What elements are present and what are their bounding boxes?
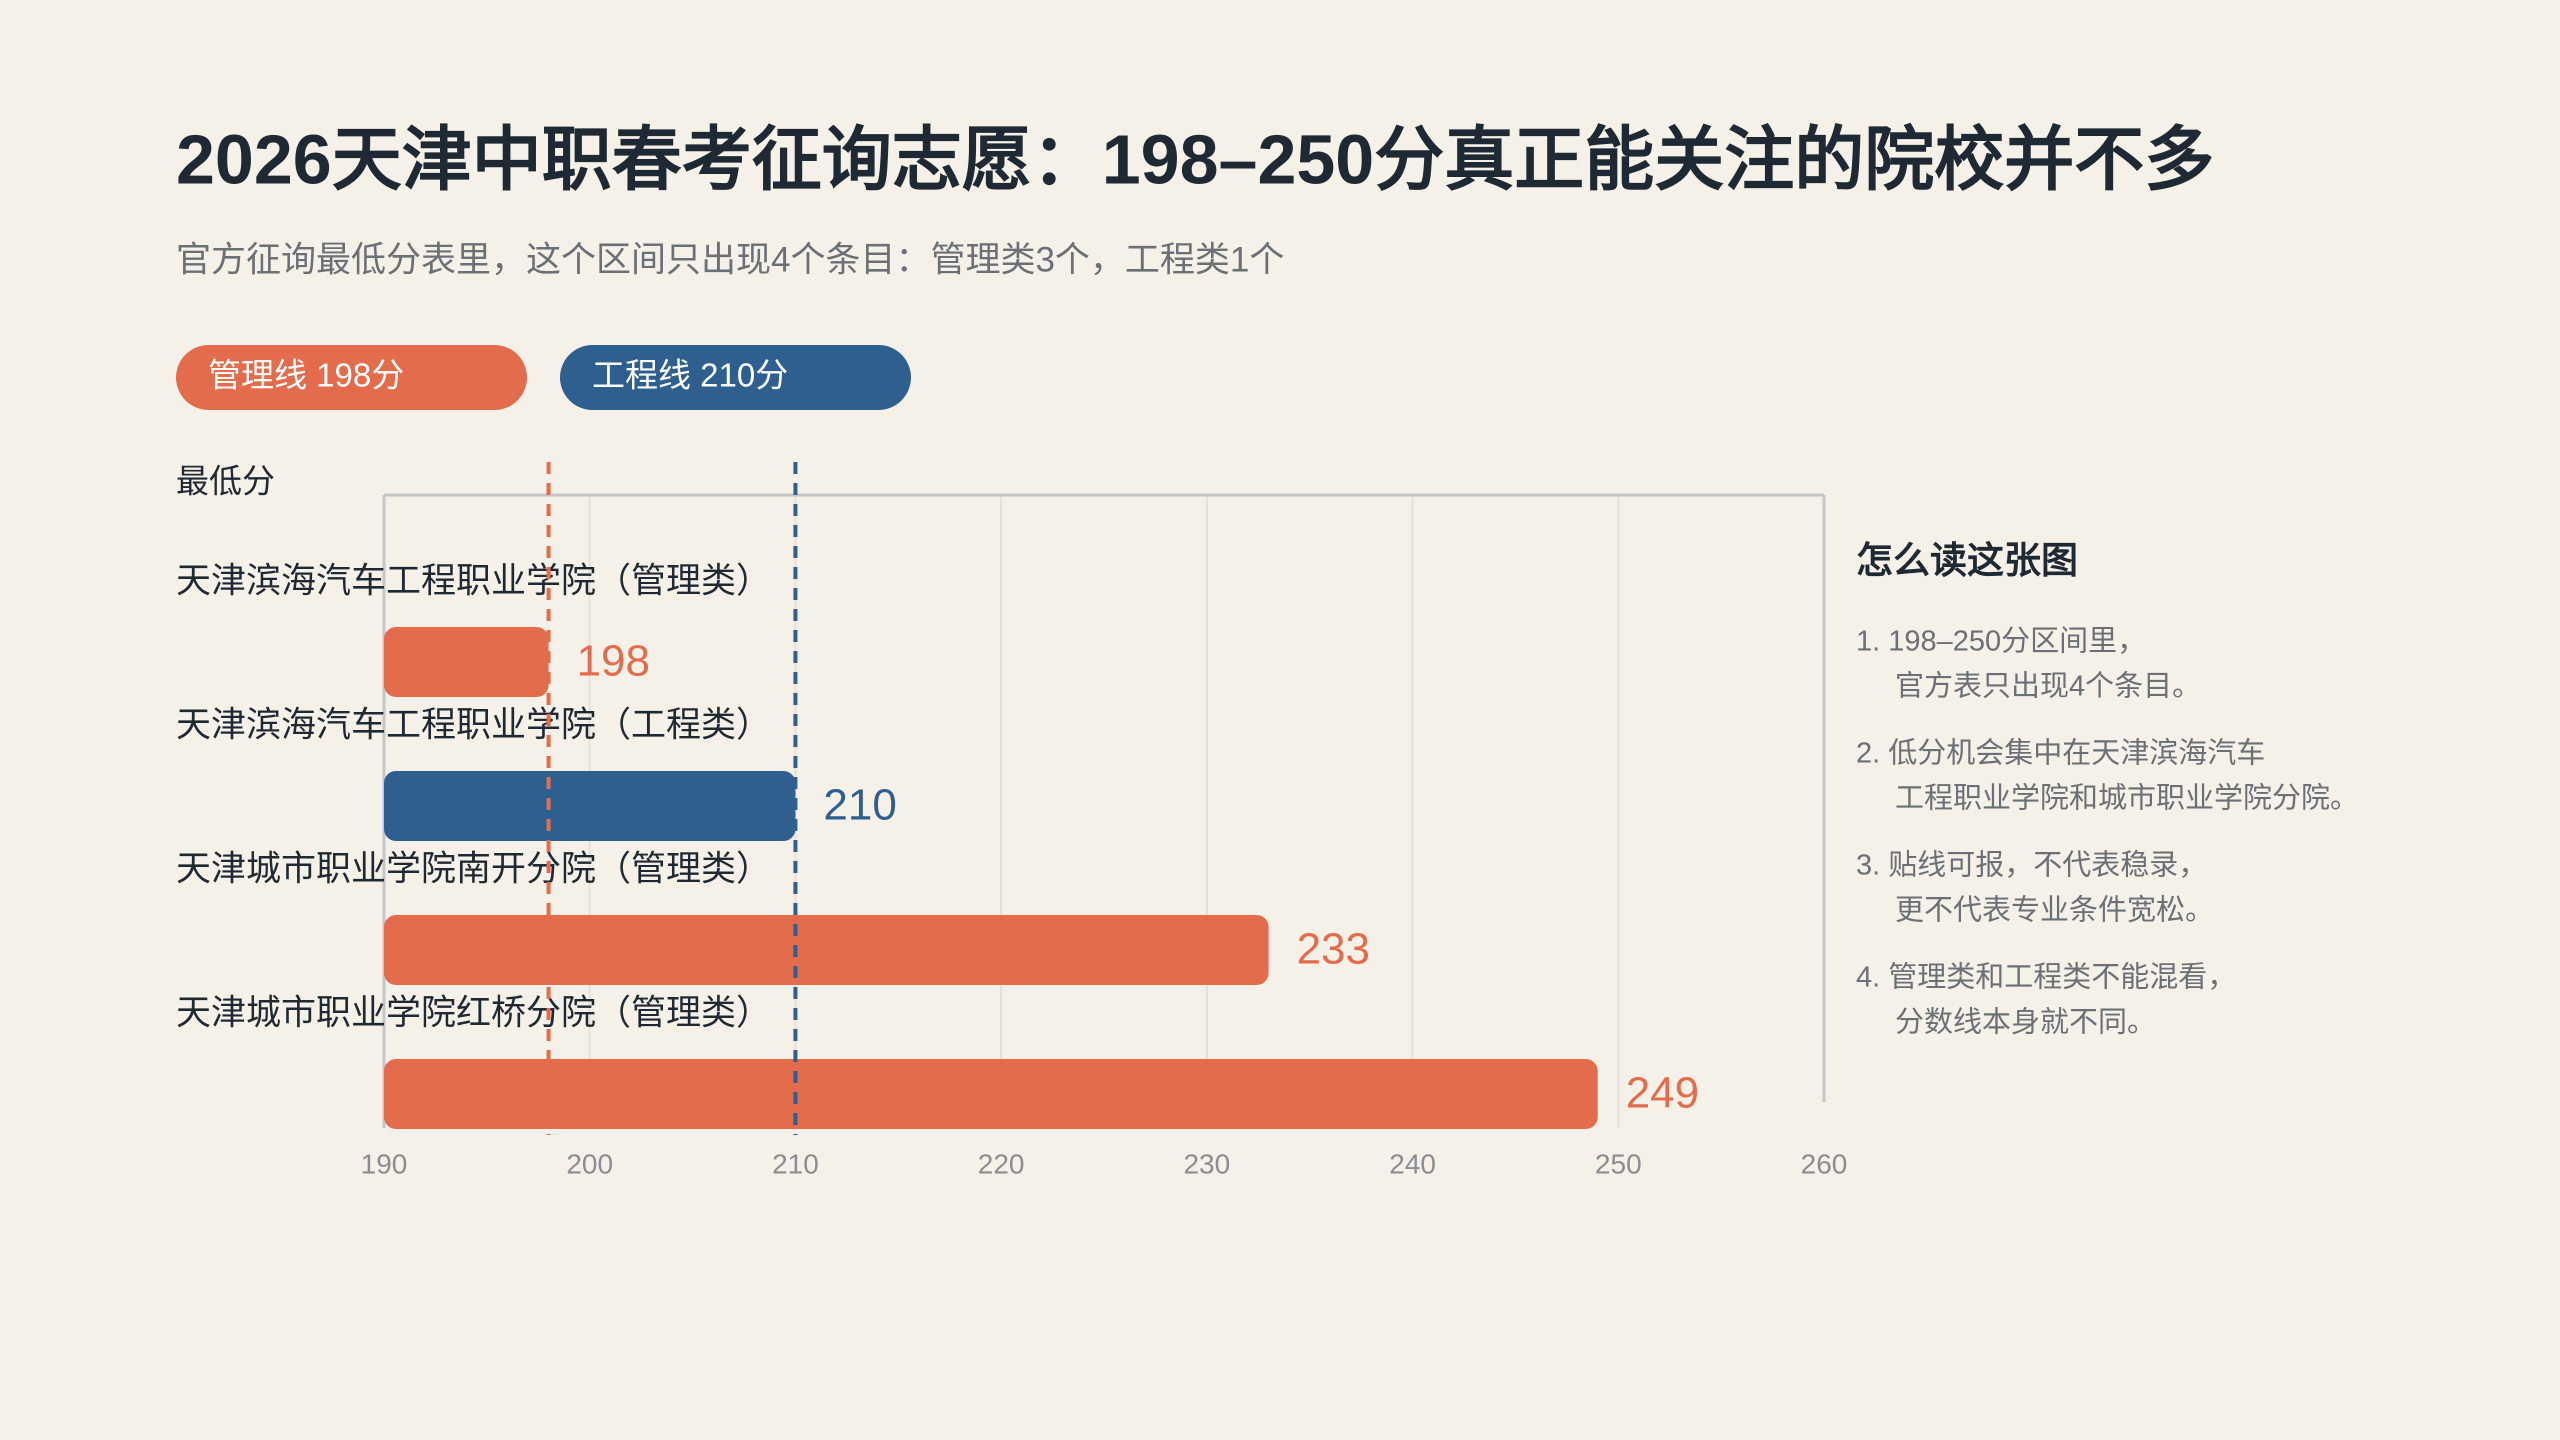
x-tick-label: 210: [772, 1148, 819, 1179]
legend-pill: [560, 345, 911, 410]
x-tick-label: 230: [1183, 1148, 1230, 1179]
legend-label: 管理线 198分: [208, 357, 404, 394]
category-label: 天津滨海汽车工程职业学院（管理类）: [176, 561, 771, 600]
category-label: 天津城市职业学院南开分院（管理类）: [176, 849, 771, 888]
bar: [384, 915, 1269, 985]
x-tick-label: 260: [1801, 1148, 1848, 1179]
x-tick-label: 240: [1389, 1148, 1436, 1179]
chart-subtitle: 官方征询最低分表里，这个区间只出现4个条目：管理类3个，工程类1个: [176, 240, 1284, 279]
category-label: 天津滨海汽车工程职业学院（工程类）: [176, 705, 771, 744]
note-text: 2. 低分机会集中在天津滨海汽车: [1856, 737, 2265, 770]
value-label: 249: [1626, 1069, 1699, 1118]
x-tick-label: 220: [978, 1148, 1025, 1179]
value-label: 233: [1297, 925, 1370, 974]
value-label: 198: [577, 637, 650, 686]
bar: [384, 771, 796, 841]
note-text: 1. 198–250分区间里，: [1856, 625, 2146, 658]
note-text: 分数线本身就不同。: [1895, 1006, 2156, 1039]
x-tick-label: 200: [566, 1148, 613, 1179]
note-text: 4. 管理类和工程类不能混看，: [1856, 961, 2236, 994]
bar: [384, 1059, 1598, 1129]
legend-label: 工程线 210分: [592, 357, 788, 394]
note-text: 官方表只出现4个条目。: [1895, 670, 2201, 703]
x-tick-label: 250: [1595, 1148, 1642, 1179]
note-text: 3. 贴线可报，不代表稳录，: [1856, 849, 2207, 882]
axis-label: 最低分: [176, 463, 275, 500]
note-text: 工程职业学院和城市职业学院分院。: [1895, 782, 2359, 815]
notes-title: 怎么读这张图: [1856, 540, 2078, 581]
chart-title: 2026天津中职春考征询志愿：198–250分真正能关注的院校并不多: [176, 120, 2214, 198]
legend-pill: [176, 345, 527, 410]
value-label: 210: [823, 781, 896, 830]
category-label: 天津城市职业学院红桥分院（管理类）: [176, 993, 771, 1032]
x-tick-label: 190: [361, 1148, 408, 1179]
note-text: 更不代表专业条件宽松。: [1895, 894, 2214, 927]
bar: [384, 627, 549, 697]
